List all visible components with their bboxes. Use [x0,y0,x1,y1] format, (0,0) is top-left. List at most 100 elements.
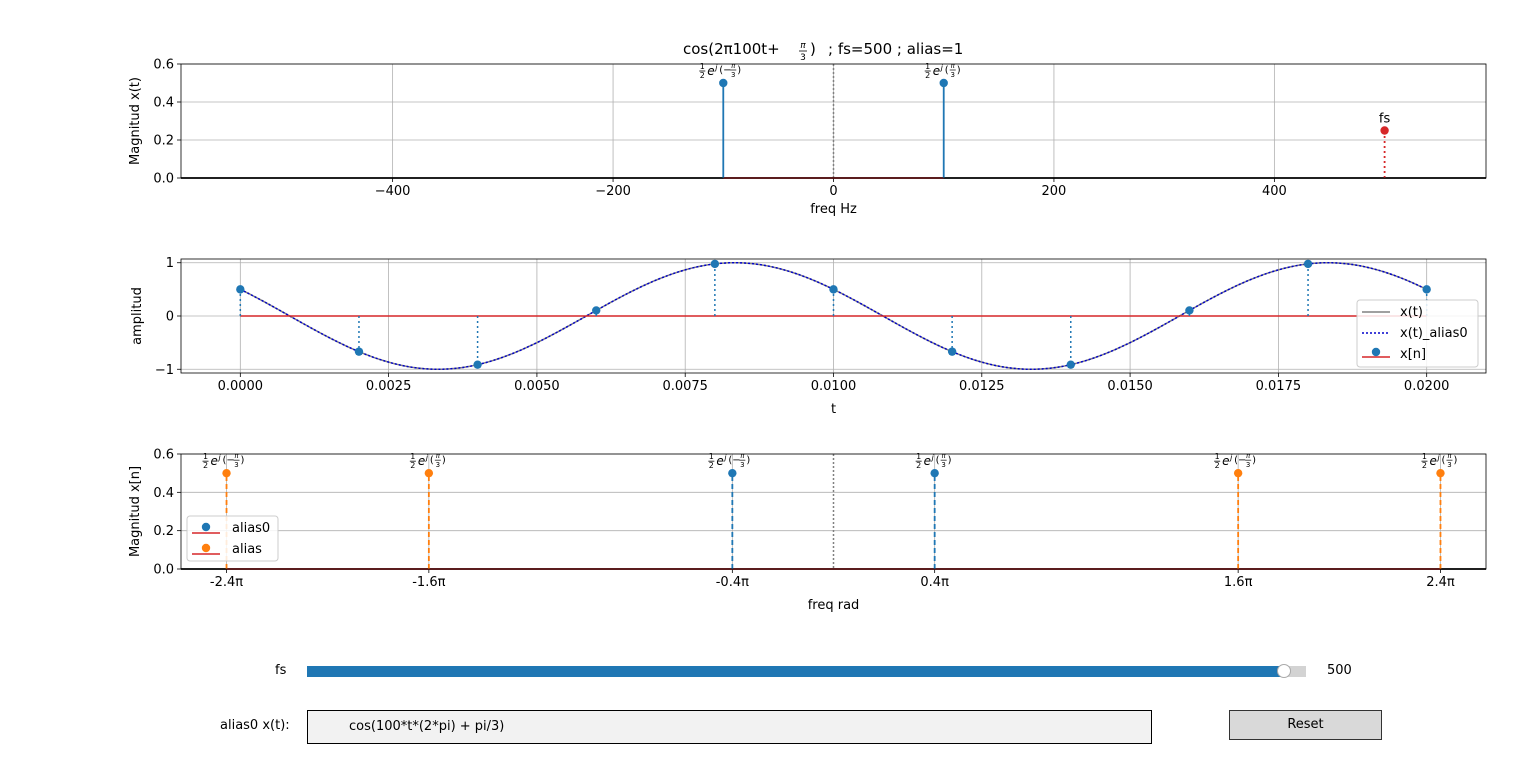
plot3-alias-phasor-annotation: 12 e j (− π3) [202,452,245,470]
ax2-xtick-label: 0.0100 [811,379,857,394]
plot3-legend-alias0-marker [201,522,211,532]
plot1-phasor-annotation-close: ) [957,65,961,76]
plot1-phasor-annotation-den: 2 [700,71,705,80]
plot1-stem-marker [1380,126,1389,135]
plot3-alias-phasor-annotation-pi: π [1246,452,1251,460]
ax1-ytick-label: 0.4 [153,96,174,111]
plot3-alias0-phasor-annotation-open: (− [728,455,740,466]
plot2-legend-label: x[n] [1400,347,1426,362]
ax1-xtick-label: 0 [829,184,837,199]
plot3-alias-stem-marker [424,468,434,478]
plot2-sample-marker [1066,360,1075,369]
plot3-legend-alias-label: alias [232,542,262,557]
ax3-xtick-label: 2.4π [1426,575,1455,590]
fs-slider[interactable] [307,664,1306,678]
ax3-xtick-label: -2.4π [210,575,243,590]
plot3-legend-alias0-label: alias0 [232,521,270,536]
ax1-ytick-label: 0.0 [153,172,174,187]
plot3-alias-phasor-annotation-three: 3 [1246,461,1250,469]
plot3-alias-phasor-annotation-close: ) [241,455,245,466]
plot2-sample-marker [236,285,245,294]
plot1-phasor-annotation-j: j [940,63,944,72]
chart-title-close: ) [810,40,816,58]
plot1-phasor-annotation-pi: π [951,62,956,70]
plot3-alias0-phasor-annotation-pi: π [942,452,947,460]
plot3-alias-phasor-annotation-three: 3 [1447,461,1451,469]
plot3-alias-stem-marker [1233,468,1243,478]
reset-button[interactable]: Reset [1229,710,1382,740]
plot1-phasor-annotation-num: 1 [700,62,705,71]
alias-expression-input[interactable]: cos(100*t*(2*pi) + pi/3) [307,710,1152,744]
chart-title-frac-num: π [800,41,806,51]
plot3-alias-phasor-annotation-num: 1 [1215,452,1220,461]
plot3-alias0-phasor-annotation-den: 2 [916,461,921,470]
plot3-alias-phasor-annotation-den: 2 [410,461,415,470]
plot3-alias-phasor-annotation-open: ( [430,455,434,466]
plot1-phasor-annotation: 12 e j(π3) [924,62,961,80]
plot3-alias-phasor-annotation-num: 1 [410,452,415,461]
plot3-alias-phasor-annotation-pi: π [1447,452,1452,460]
plot3-alias-phasor-annotation-close: ) [442,455,446,466]
plot1-xlabel: freq Hz [810,202,857,217]
ax2-xtick-label: 0.0000 [218,379,264,394]
plot1-phasor-annotation-open: (− [719,65,731,76]
plot3-alias-phasor-annotation-den: 2 [1215,461,1220,470]
ax2-xtick-label: 0.0150 [1107,379,1153,394]
plot1-ylabel: Magnitud x(t) [128,77,143,165]
plot2-legend-label: x(t) [1400,305,1423,320]
ax2-xtick-label: 0.0125 [959,379,1005,394]
plot3-alias0-phasor-annotation-j: j [723,453,727,462]
plot2-sample-marker [710,259,720,269]
plot2-legend-box [1356,299,1479,368]
ax3-xtick-label: -1.6π [412,575,445,590]
chart-title: cos(2π100t+ π 3) ; fs=500 ; alias=1 [683,40,963,63]
plot3-alias-stem-marker [222,468,231,478]
plot3-alias0-phasor-annotation-three: 3 [740,461,744,469]
plot3-alias-phasor-annotation-den: 2 [1422,461,1427,470]
fs-slider-handle[interactable] [1277,664,1292,678]
chart-title-main: cos(2π100t+ [683,40,780,58]
fs-slider-label: fs [275,663,287,678]
plot1-phasor-annotation-three: 3 [731,71,735,79]
plot2-sample-marker [473,360,482,369]
plot3-alias-phasor-annotation-e: e [1429,454,1436,468]
plot1-phasor-annotation: 12 e j (− π3) [699,62,741,80]
plot3-alias-phasor-annotation-pi: π [234,452,239,460]
plot3-alias0-phasor-annotation-e: e [716,454,723,468]
plot3-alias-phasor-annotation-open: ( [1441,455,1445,466]
ax1-ytick-label: 0.2 [153,134,174,149]
plot1-stem-marker [939,78,948,88]
ax1-xtick-label: −200 [595,184,631,199]
plot1-stem-marker [719,78,728,88]
ax3-ytick-label: 0.6 [153,448,174,463]
plot2-sample-marker [354,347,364,356]
plot2-sample-marker [947,347,957,356]
plot3-alias0-phasor-annotation-j: j [931,453,935,462]
ax3-frame [180,453,1487,570]
plot3-alias0-phasor-annotation-three: 3 [941,461,945,469]
chart-title-suffix: ; fs=500 ; alias=1 [828,40,963,58]
ax2-ytick-label: −1 [155,363,174,378]
ax3-ytick-label: 0.2 [153,524,174,539]
plot3-alias-phasor-annotation-j: j [218,453,222,462]
ax2-ytick-label: 1 [166,256,174,271]
plot3-alias0-stem-marker [728,468,737,478]
plot1-phasor-annotation-pi: π [731,62,736,70]
plot3-alias-phasor-annotation-close: ) [1252,455,1256,466]
plot3-alias-phasor-annotation-num: 1 [203,452,208,461]
plot3-alias-phasor-annotation-j: j [425,453,429,462]
ax3-xtick-label: 1.6π [1224,575,1253,590]
plot2-sample-marker [829,285,838,294]
plot3-alias-phasor-annotation-three: 3 [234,461,238,469]
plot3-alias-phasor-annotation-e: e [1222,454,1229,468]
plot2-sample-marker [592,306,601,315]
plot2-legend-label: x(t)_alias0 [1400,326,1468,341]
plot2-xlabel: t [831,402,836,417]
ax2-xtick-label: 0.0075 [662,379,708,394]
plot3-alias-phasor-annotation-open: (− [1234,455,1246,466]
plot1-phasor-annotation-e: e [933,64,940,78]
plot1-phasor-annotation-three: 3 [950,71,954,79]
ax2-frame [180,258,1487,374]
plot3-alias-phasor-annotation-e: e [418,454,425,468]
